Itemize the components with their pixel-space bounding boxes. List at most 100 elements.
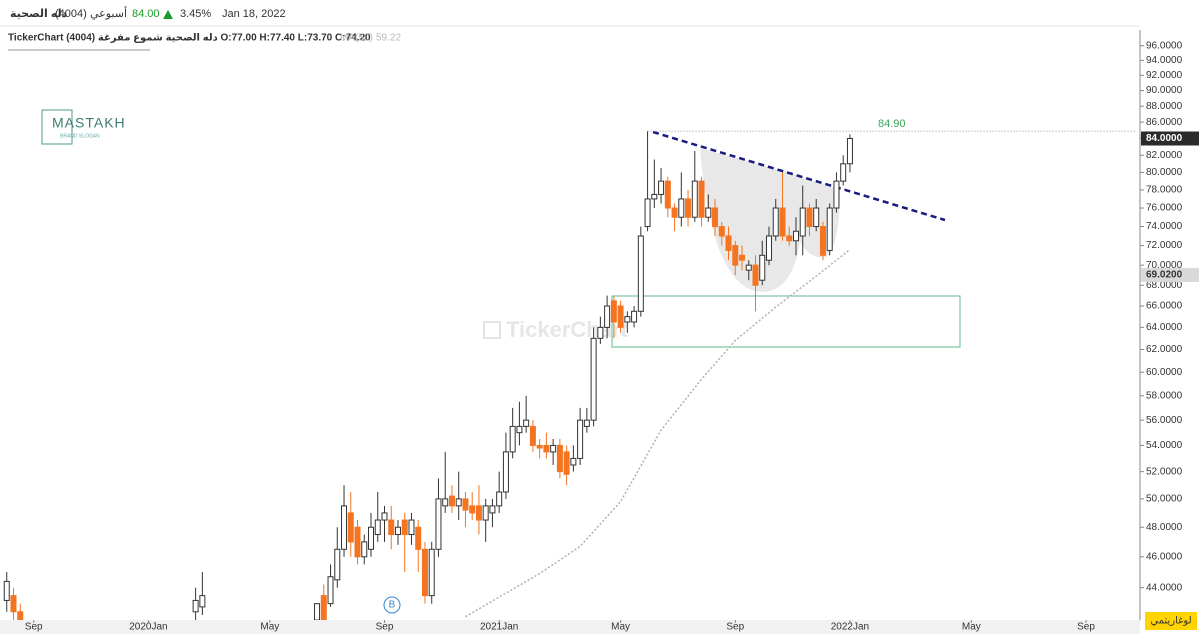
x-tick-label: Sep (25, 622, 43, 633)
log-button[interactable] (1145, 612, 1197, 630)
x-tick-label: 2022Jan (831, 622, 869, 633)
logo-frame (41, 109, 73, 145)
candle-body (698, 180, 705, 218)
candle-body (550, 444, 557, 453)
candle-body (529, 425, 536, 446)
candle-body (368, 526, 375, 550)
last-price: 84.00 (132, 8, 160, 20)
candle-body (846, 137, 853, 165)
candle-body (644, 198, 651, 228)
x-tick-label: Sep (726, 622, 744, 633)
candle-body (388, 519, 395, 536)
candle-body (361, 541, 368, 558)
candle-body (408, 519, 415, 536)
last-price-label: 84.0000 (1146, 133, 1183, 144)
level-label: 84.90 (878, 118, 906, 130)
candle-body (671, 207, 678, 218)
candle-body (752, 264, 759, 286)
candle-body (583, 419, 590, 427)
x-axis-band (0, 620, 1140, 634)
last-price-box (1141, 131, 1199, 146)
candle-body (314, 603, 321, 620)
candle-body (381, 512, 388, 521)
candle-body (516, 425, 523, 434)
candle-body (10, 595, 17, 613)
candle-body (739, 254, 746, 261)
y-tick-label: 96.0000 (1146, 40, 1183, 51)
candle-body (496, 491, 503, 507)
legend: TickerChart دله الصحية شموع مفرغة (4004)… (8, 33, 371, 44)
signal-marker[interactable] (383, 596, 401, 614)
candle-body (462, 498, 469, 511)
candle-body (792, 230, 799, 242)
candle-body (597, 326, 604, 339)
y-tick-label: 70.0000 (1146, 260, 1183, 271)
y-tick-label: 72.0000 (1146, 240, 1183, 251)
y-tick-label: 66.0000 (1146, 301, 1183, 312)
x-tick-label: May (611, 622, 630, 633)
up-arrow (163, 10, 173, 19)
change: 3.45% (180, 8, 211, 20)
candle-body (563, 451, 570, 475)
candle-body (712, 207, 719, 228)
y-tick-label: 58.0000 (1146, 390, 1183, 401)
candle-body (705, 207, 712, 218)
candle-body (489, 505, 496, 514)
candle-body (779, 207, 786, 237)
y-tick-label: 64.0000 (1146, 322, 1183, 333)
candle-body (833, 180, 840, 209)
candle-body (435, 498, 442, 550)
y-tick-label: 78.0000 (1146, 185, 1183, 196)
candle-body (732, 245, 739, 266)
watermark: TickerChart (506, 317, 629, 342)
candle-body (543, 444, 550, 453)
x-tick-label: 2020Jan (129, 622, 167, 633)
candle-body (577, 419, 584, 459)
period: أسبوعي (90, 6, 127, 20)
candle-body (509, 425, 516, 453)
candle-body (421, 548, 428, 597)
candle-body (341, 505, 348, 550)
candle-body (799, 207, 806, 237)
candle-body (806, 207, 813, 228)
candle-body (570, 457, 577, 466)
y-tick-label: 50.0000 (1146, 494, 1183, 505)
candle-body (718, 226, 725, 237)
candle-body (664, 180, 671, 209)
log-button-label: لوغاريتمي (1150, 616, 1191, 627)
candle-body (448, 495, 455, 507)
candle-body (523, 419, 530, 427)
candle-body (469, 505, 476, 514)
candle-body (819, 226, 826, 256)
candle-body (685, 198, 692, 218)
candle-body (658, 180, 665, 195)
trendline (652, 130, 946, 222)
logo-title: MASTAKH (52, 115, 126, 131)
y-tick-label: 44.0000 (1146, 582, 1183, 593)
candle-body (691, 180, 698, 218)
candle-body (442, 498, 449, 507)
candle-body (482, 505, 489, 521)
y-tick-label: 92.0000 (1146, 70, 1183, 81)
candle-body (320, 595, 327, 620)
candle-body (556, 444, 563, 473)
y-tick-label: 88.0000 (1146, 101, 1183, 112)
candle-body (765, 235, 772, 261)
candle-body (199, 595, 206, 608)
symbol-name: دله الصحية (10, 8, 68, 20)
y-tick-label: 48.0000 (1146, 522, 1183, 533)
candle-body (455, 498, 462, 507)
x-tick-label: 2021Jan (480, 622, 518, 633)
ma-value: 59.22 (376, 33, 401, 44)
plot (3, 131, 853, 620)
candle-body (617, 305, 624, 328)
y-tick-label: 62.0000 (1146, 344, 1183, 355)
y-tick-label: 94.0000 (1146, 55, 1183, 66)
candle-body (401, 519, 408, 536)
ma-last-label: 69.0200 (1146, 270, 1183, 281)
x-tick-label: Sep (1077, 622, 1095, 633)
symbol-code: (4004) (55, 8, 87, 20)
ma-last-box (1141, 267, 1199, 282)
candle-body (604, 305, 611, 328)
